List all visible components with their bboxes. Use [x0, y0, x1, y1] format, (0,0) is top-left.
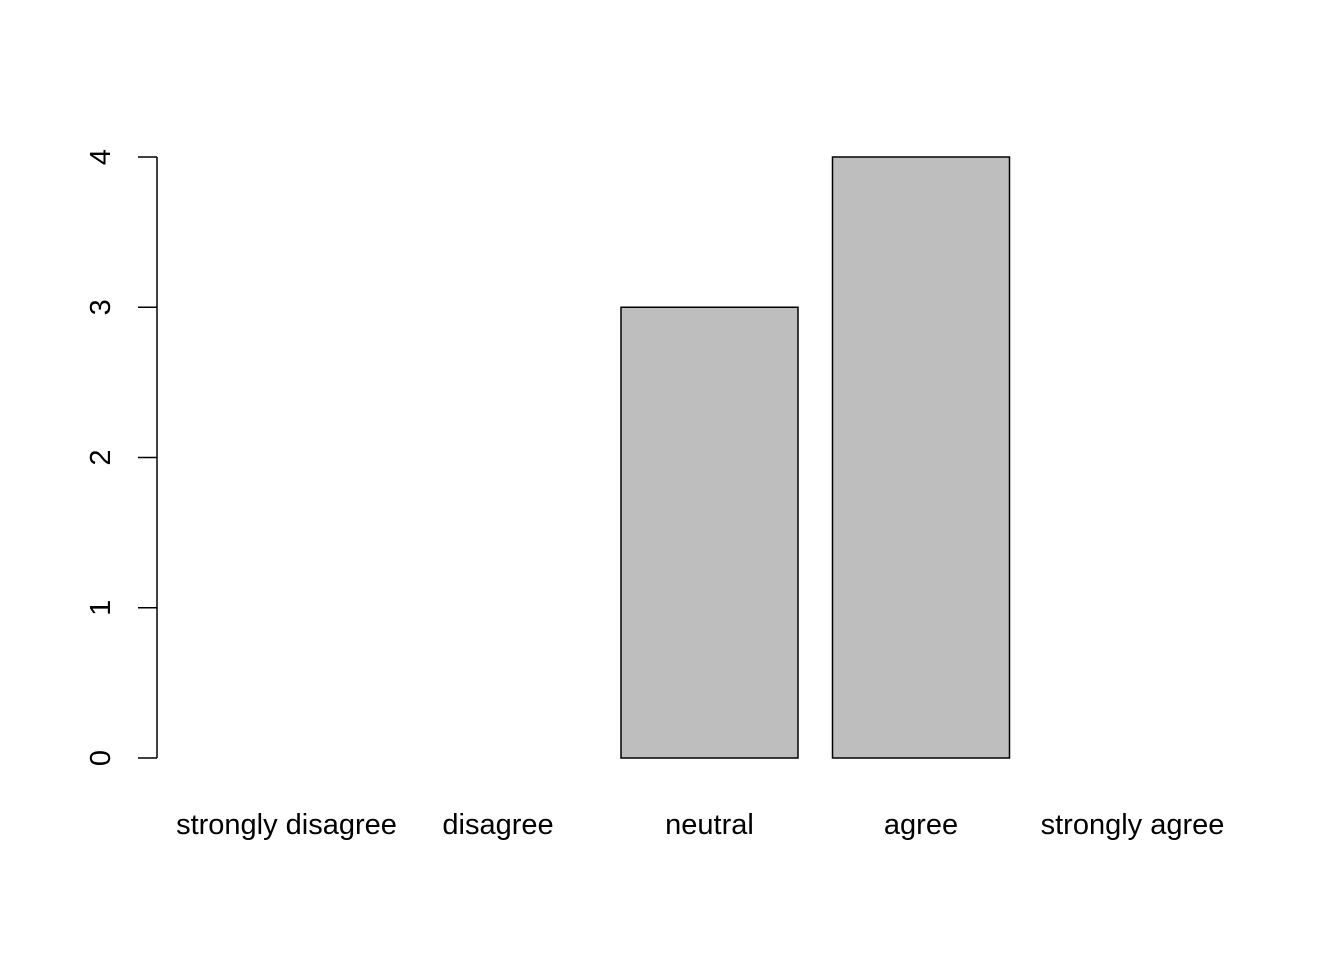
x-tick-label: strongly agree	[1041, 809, 1225, 841]
x-tick-label: agree	[884, 809, 958, 841]
x-axis-labels: strongly disagree disagree neutral agree str…	[176, 809, 1224, 841]
y-tick-label: 4	[85, 149, 117, 165]
y-tick-label: 3	[85, 299, 117, 315]
y-tick-label: 1	[85, 600, 117, 616]
y-axis: 0 1 2 3 4	[85, 149, 158, 766]
y-tick-label: 0	[85, 750, 117, 766]
x-tick-label: disagree	[442, 809, 553, 841]
bar-agree	[831, 156, 1011, 759]
bar-neutral	[620, 306, 799, 759]
bars	[620, 156, 1011, 759]
x-tick-label: neutral	[665, 809, 754, 841]
x-tick-label: strongly disagree	[176, 809, 397, 841]
y-tick-label: 2	[85, 449, 117, 465]
